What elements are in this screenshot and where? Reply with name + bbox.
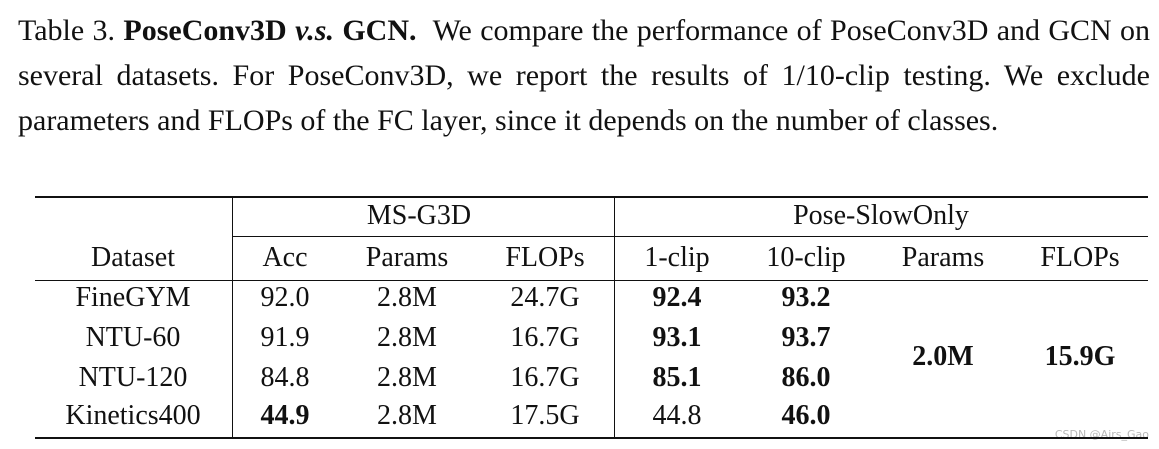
table-cell: 91.9 <box>260 322 310 353</box>
table-cell: 46.0 <box>781 400 831 431</box>
table-cell: 15.9G <box>1044 341 1116 372</box>
table-cell: 2.8M <box>377 362 437 393</box>
table-cell: 92.4 <box>652 282 702 313</box>
table-cell: 85.1 <box>652 362 702 393</box>
table-cell: 44.9 <box>260 400 310 431</box>
table-cell: 2.8M <box>377 282 437 313</box>
caption-title: v.s. <box>295 14 334 47</box>
caption-title: GCN. <box>342 14 417 47</box>
table-cell: FineGYM <box>75 282 191 313</box>
table-cell: 24.7G <box>510 282 580 313</box>
caption-text: We compare the performance of PoseConv3D… <box>18 14 1151 137</box>
table-cell: 84.8 <box>260 362 310 393</box>
column-header: 10-clip <box>766 242 846 273</box>
column-header: Params <box>365 242 449 273</box>
column-header: FLOPs <box>505 242 585 273</box>
table-cell: 44.8 <box>652 400 702 431</box>
caption-label: Table 3. <box>18 14 116 47</box>
table-rule <box>232 197 233 438</box>
table-rule <box>614 197 615 438</box>
table-rule <box>35 280 1148 281</box>
table-rule <box>35 196 1148 198</box>
column-header: Dataset <box>91 242 175 273</box>
group-header: MS-G3D <box>366 200 472 231</box>
table-cell: 86.0 <box>781 362 831 393</box>
table-cell: NTU-60 <box>85 322 181 353</box>
table-cell: 2.8M <box>377 400 437 431</box>
table-cell: 93.1 <box>652 322 702 353</box>
table-cell: 2.0M <box>912 341 974 372</box>
column-header: FLOPs <box>1040 242 1120 273</box>
caption: Table 3. PoseConv3D v.s. GCN. We compare… <box>18 8 1150 143</box>
table-cell: 17.5G <box>510 400 580 431</box>
watermark: CSDN @Airs_Gao <box>1054 428 1149 441</box>
column-header: Params <box>901 242 985 273</box>
table-cell: Kinetics400 <box>65 400 201 431</box>
column-header: Acc <box>262 242 308 273</box>
table-cell: 93.7 <box>781 322 831 353</box>
table-cell: 92.0 <box>260 282 310 313</box>
table-rule <box>35 437 1148 439</box>
table-cell: 16.7G <box>510 322 580 353</box>
table-rule <box>232 236 1148 237</box>
group-header: Pose-SlowOnly <box>793 200 969 231</box>
table-cell: 93.2 <box>781 282 831 313</box>
table-cell: NTU-120 <box>78 362 188 393</box>
column-header: 1-clip <box>644 242 710 273</box>
table-cell: 16.7G <box>510 362 580 393</box>
caption-title: PoseConv3D <box>123 14 287 47</box>
table-cell: 2.8M <box>377 322 437 353</box>
